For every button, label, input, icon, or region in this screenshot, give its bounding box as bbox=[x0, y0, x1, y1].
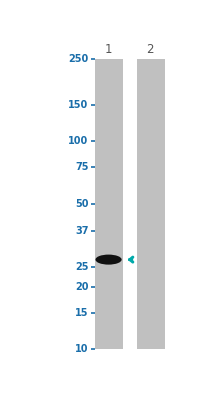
Text: 50: 50 bbox=[74, 199, 88, 209]
Text: 10: 10 bbox=[74, 344, 88, 354]
Text: 1: 1 bbox=[104, 43, 112, 56]
Bar bbox=[136, 59, 164, 349]
Text: 15: 15 bbox=[74, 308, 88, 318]
Text: 25: 25 bbox=[74, 262, 88, 272]
Text: 75: 75 bbox=[74, 162, 88, 172]
Text: 2: 2 bbox=[146, 43, 153, 56]
Text: 150: 150 bbox=[68, 100, 88, 110]
Text: 250: 250 bbox=[68, 54, 88, 64]
Bar bbox=[94, 59, 122, 349]
Text: 37: 37 bbox=[74, 226, 88, 236]
Text: 100: 100 bbox=[68, 136, 88, 146]
Ellipse shape bbox=[95, 254, 121, 265]
Text: 20: 20 bbox=[74, 282, 88, 292]
